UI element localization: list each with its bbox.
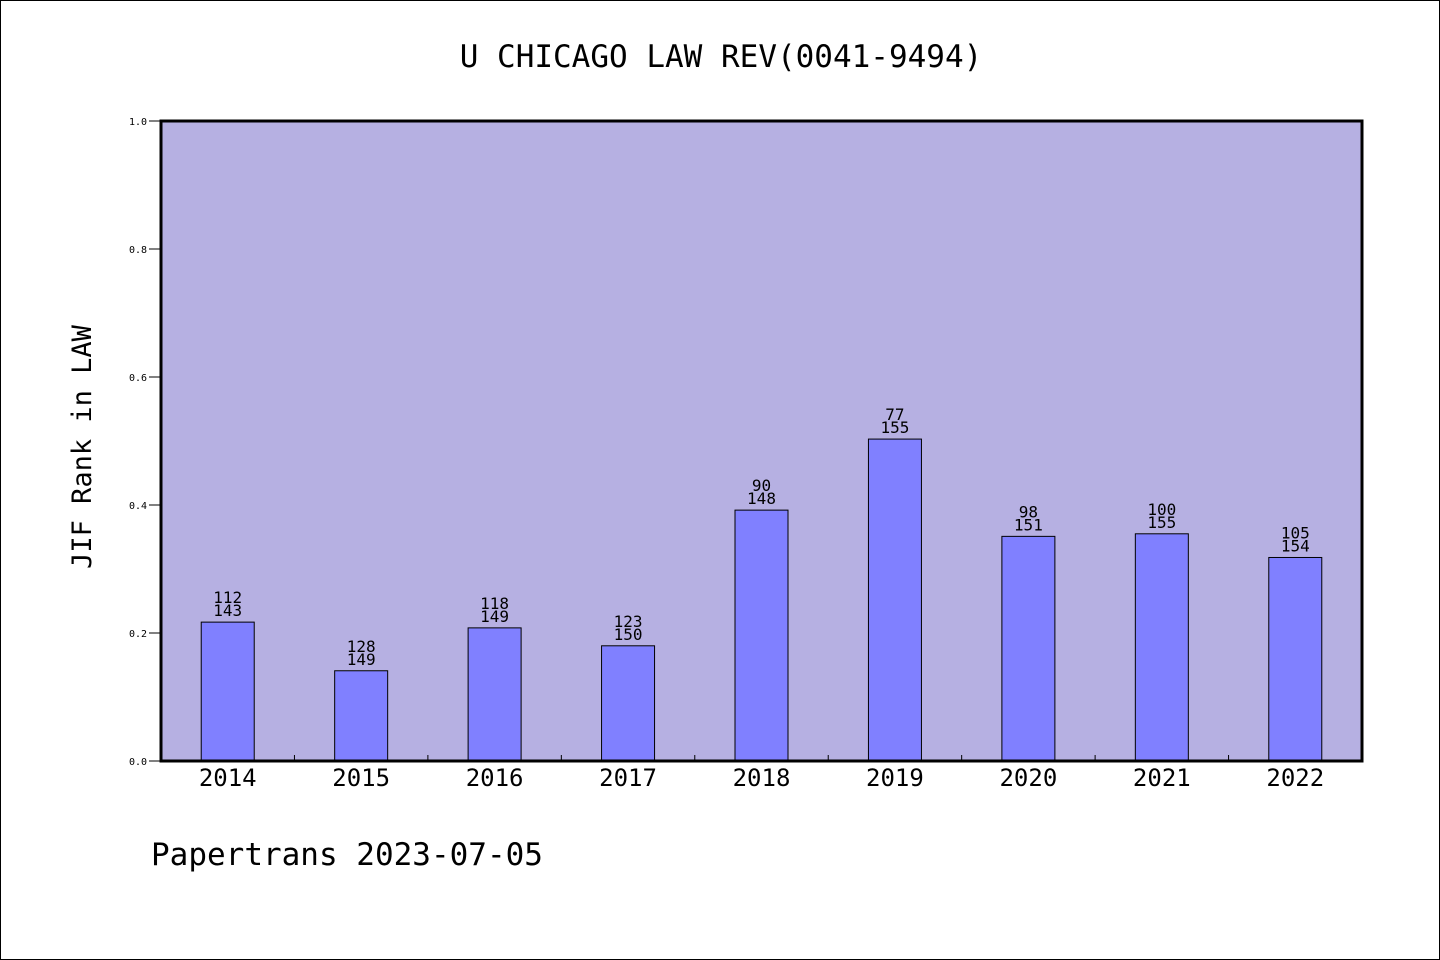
y-tick-label: 0.4 — [129, 501, 147, 512]
y-tick-label: 1.0 — [129, 117, 147, 128]
x-axis: 2014 2015 2016 2017 2018 2019 2020 2021 2022 — [199, 755, 1324, 792]
y-axis-label: JIF Rank in LAW — [67, 324, 98, 569]
bar — [1268, 556, 1323, 762]
bar-rank-label: 90 — [752, 476, 771, 495]
y-tick-label: 0.6 — [129, 373, 147, 384]
bar-total-label: 150 — [614, 625, 643, 644]
bar — [1001, 535, 1056, 762]
x-tick-label: 2016 — [466, 764, 524, 792]
x-tick-label: 2018 — [733, 764, 791, 792]
bar-total-label: 151 — [1014, 515, 1043, 534]
bar-total-label: 154 — [1281, 536, 1310, 555]
y-tick-label: 0.8 — [129, 245, 147, 256]
bar-rank-label: 98 — [1019, 502, 1038, 521]
y-tick-label: 0.0 — [129, 757, 147, 768]
bar — [734, 509, 789, 762]
y-axis: 0.0 0.2 0.4 0.6 0.8 1.0 — [129, 117, 161, 768]
bar-rank-label: 105 — [1281, 523, 1310, 542]
x-tick-label: 2017 — [599, 764, 657, 792]
bar-total-label: 148 — [747, 489, 776, 508]
bar-total-label: 155 — [880, 418, 909, 437]
bar-total-label: 155 — [1147, 513, 1176, 532]
bar-rank-label: 77 — [885, 405, 904, 424]
bar — [467, 627, 522, 762]
bar-rank-label: 123 — [614, 612, 643, 631]
bar-total-label: 143 — [213, 601, 242, 620]
bar — [200, 621, 255, 762]
footer-credit: Papertrans 2023-07-05 — [151, 837, 543, 873]
x-tick-label: 2020 — [999, 764, 1057, 792]
x-tick-label: 2021 — [1133, 764, 1191, 792]
bar-rank-label: 128 — [347, 637, 376, 656]
x-tick-label: 2014 — [199, 764, 257, 792]
x-tick-label: 2019 — [866, 764, 924, 792]
x-tick-label: 2015 — [332, 764, 390, 792]
bar-rank-label: 112 — [213, 588, 242, 607]
bar-total-label: 149 — [480, 607, 509, 626]
bar — [601, 645, 656, 762]
x-tick-label: 2022 — [1266, 764, 1324, 792]
bar-total-label: 149 — [347, 650, 376, 669]
chart-title: U CHICAGO LAW REV(0041-9494) — [460, 39, 983, 75]
y-tick-label: 0.2 — [129, 629, 147, 640]
plot-frame — [159, 119, 1364, 763]
bar-rank-label: 118 — [480, 594, 509, 613]
bar — [867, 438, 922, 762]
bar — [1134, 533, 1189, 762]
bar-rank-label: 100 — [1147, 500, 1176, 519]
bar — [334, 670, 389, 762]
